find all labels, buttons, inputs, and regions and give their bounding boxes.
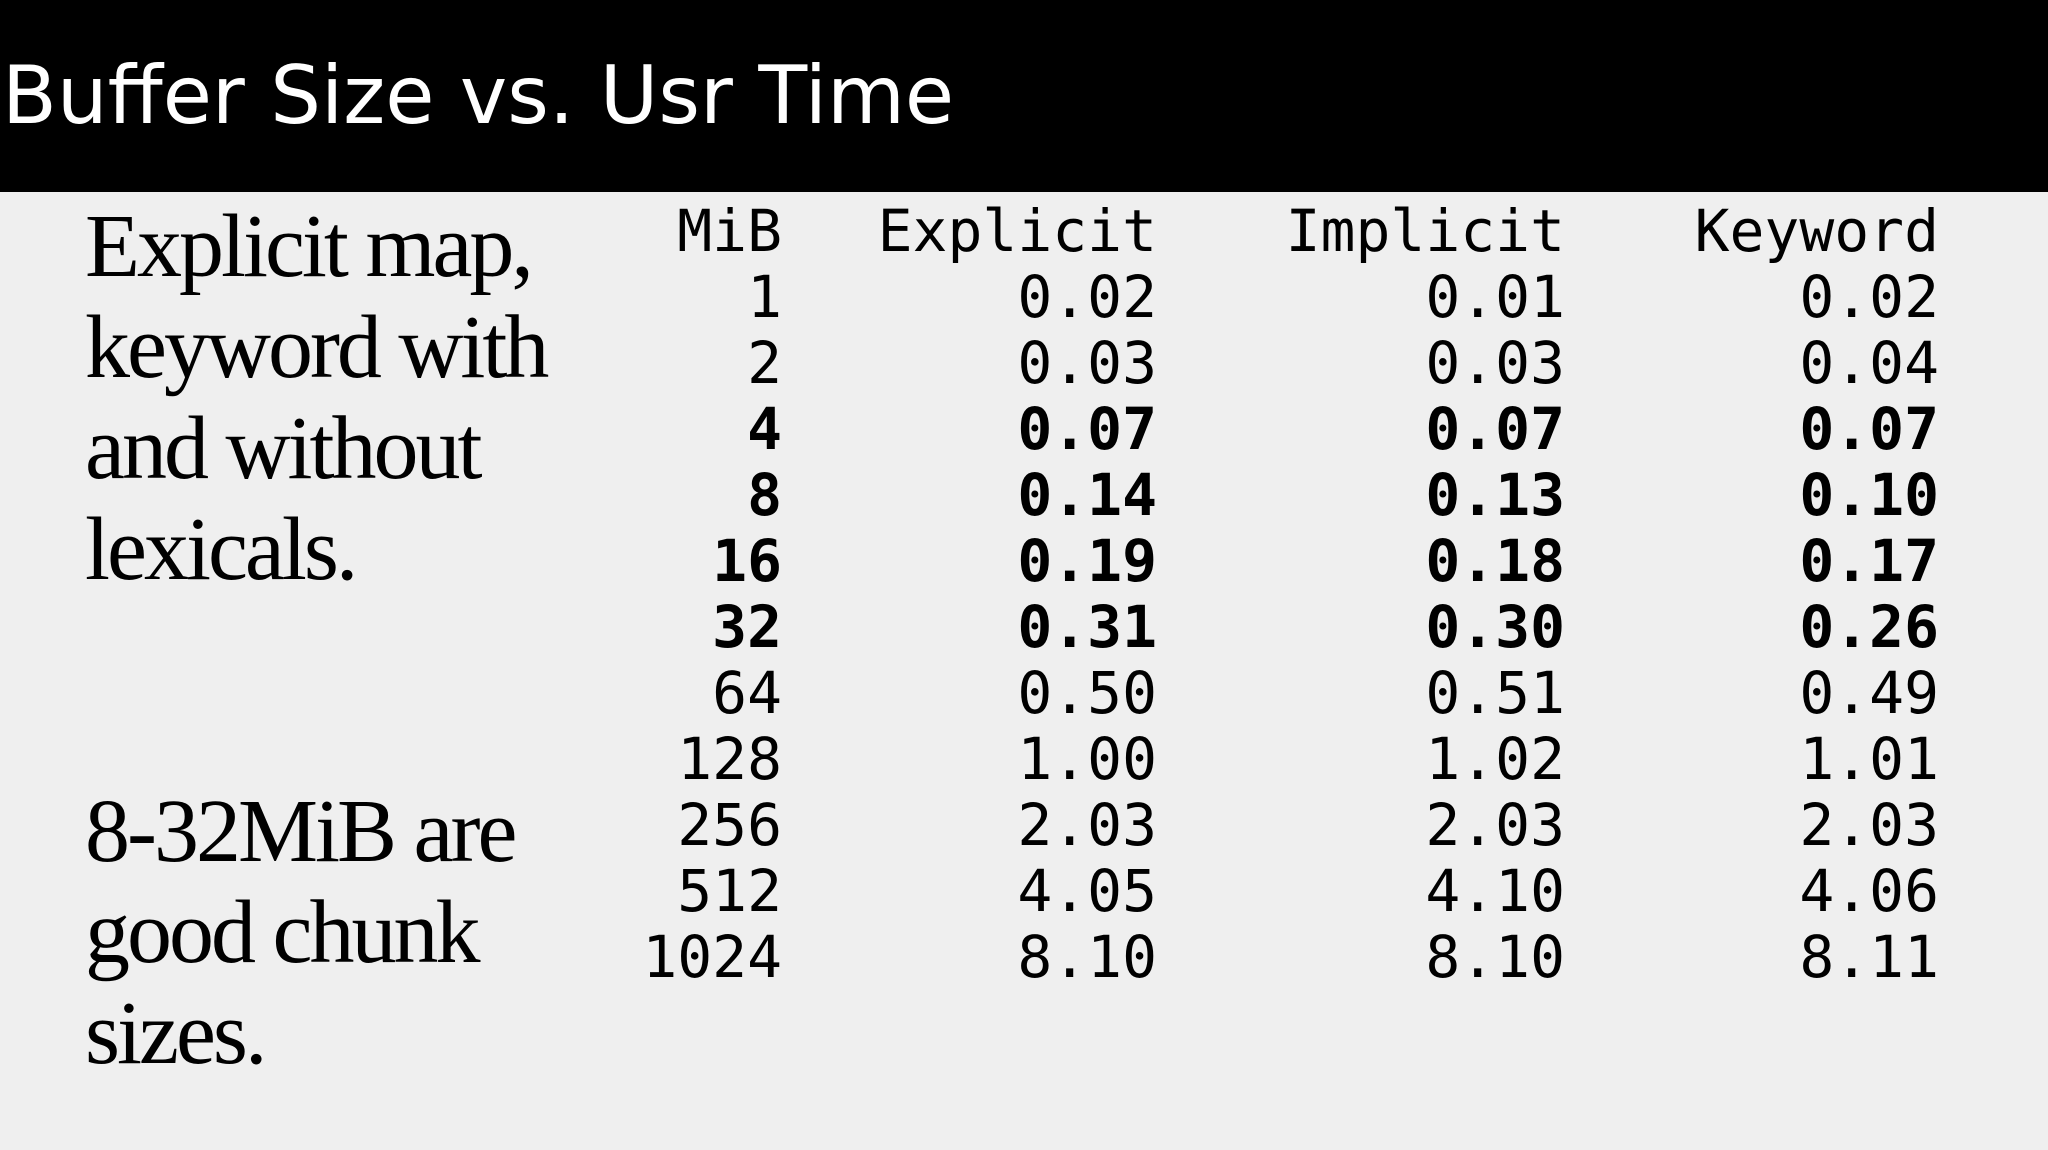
cell-explicit: 0.03: [1017, 329, 1157, 397]
cell-keyword: 0.02: [1799, 263, 1939, 331]
cell-explicit: 0.50: [1017, 659, 1157, 727]
cell-keyword: 1.01: [1799, 725, 1939, 793]
table-row: 1024 8.10 8.10 8.11: [630, 924, 1970, 990]
cell-explicit: 4.05: [1017, 857, 1157, 925]
cell-mib: 128: [677, 725, 782, 793]
cell-keyword: 8.11: [1799, 923, 1939, 991]
table-row: 4 0.07 0.07 0.07: [630, 396, 1970, 462]
table-row: 16 0.19 0.18 0.17: [630, 528, 1970, 594]
cell-implicit: 1.02: [1425, 725, 1565, 793]
slide-title: Buffer Size vs. Usr Time: [2, 49, 955, 142]
cell-keyword: 0.04: [1799, 329, 1939, 397]
cell-keyword: 0.49: [1799, 659, 1939, 727]
cell-mib: 32: [712, 593, 782, 661]
cell-mib: 16: [712, 527, 782, 595]
cell-keyword: 2.03: [1799, 791, 1939, 859]
cell-mib: 2: [747, 329, 782, 397]
table-row: 64 0.50 0.51 0.49: [630, 660, 1970, 726]
header-explicit: Explicit: [877, 197, 1157, 265]
table-row: 256 2.03 2.03 2.03: [630, 792, 1970, 858]
table-header-row: MiB Explicit Implicit Keyword: [630, 198, 1970, 264]
cell-explicit: 0.14: [1017, 461, 1157, 529]
usr-time-table: MiB Explicit Implicit Keyword 1 0.02 0.01 0…: [630, 198, 1970, 990]
cell-keyword: 0.17: [1799, 527, 1939, 595]
cell-mib: 8: [747, 461, 782, 529]
table-row: 128 1.00 1.02 1.01: [630, 726, 1970, 792]
cell-implicit: 0.03: [1425, 329, 1565, 397]
header-mib: MiB: [677, 197, 782, 265]
cell-mib: 1: [747, 263, 782, 331]
cell-keyword: 0.07: [1799, 395, 1939, 463]
table-row: 8 0.14 0.13 0.10: [630, 462, 1970, 528]
table-body: 1 0.02 0.01 0.02 2 0.03 0.03 0.04 4 0.07 0.07 0.07 8…: [630, 264, 1970, 990]
cell-mib: 1024: [642, 923, 782, 991]
cell-implicit: 0.13: [1425, 461, 1565, 529]
cell-implicit: 0.07: [1425, 395, 1565, 463]
cell-keyword: 4.06: [1799, 857, 1939, 925]
cell-implicit: 4.10: [1425, 857, 1565, 925]
cell-implicit: 0.01: [1425, 263, 1565, 331]
cell-explicit: 0.31: [1017, 593, 1157, 661]
cell-implicit: 0.30: [1425, 593, 1565, 661]
cell-explicit: 8.10: [1017, 923, 1157, 991]
cell-implicit: 0.51: [1425, 659, 1565, 727]
cell-implicit: 8.10: [1425, 923, 1565, 991]
note-lexicals: Explicit map, keyword with and without l…: [85, 197, 549, 599]
title-bar: Buffer Size vs. Usr Time: [0, 0, 2048, 192]
cell-explicit: 2.03: [1017, 791, 1157, 859]
cell-mib: 4: [747, 395, 782, 463]
header-implicit: Implicit: [1285, 197, 1565, 265]
cell-keyword: 0.26: [1799, 593, 1939, 661]
cell-explicit: 0.19: [1017, 527, 1157, 595]
cell-implicit: 2.03: [1425, 791, 1565, 859]
table-row: 2 0.03 0.03 0.04: [630, 330, 1970, 396]
cell-mib: 256: [677, 791, 782, 859]
cell-explicit: 0.07: [1017, 395, 1157, 463]
table-row: 32 0.31 0.30 0.26: [630, 594, 1970, 660]
table-row: 1 0.02 0.01 0.02: [630, 264, 1970, 330]
header-keyword: Keyword: [1694, 197, 1939, 265]
cell-implicit: 0.18: [1425, 527, 1565, 595]
cell-keyword: 0.10: [1799, 461, 1939, 529]
cell-explicit: 0.02: [1017, 263, 1157, 331]
cell-mib: 512: [677, 857, 782, 925]
note-chunk-sizes: 8-32MiB are good chunk sizes.: [85, 782, 517, 1083]
cell-explicit: 1.00: [1017, 725, 1157, 793]
cell-mib: 64: [712, 659, 782, 727]
table-row: 512 4.05 4.10 4.06: [630, 858, 1970, 924]
